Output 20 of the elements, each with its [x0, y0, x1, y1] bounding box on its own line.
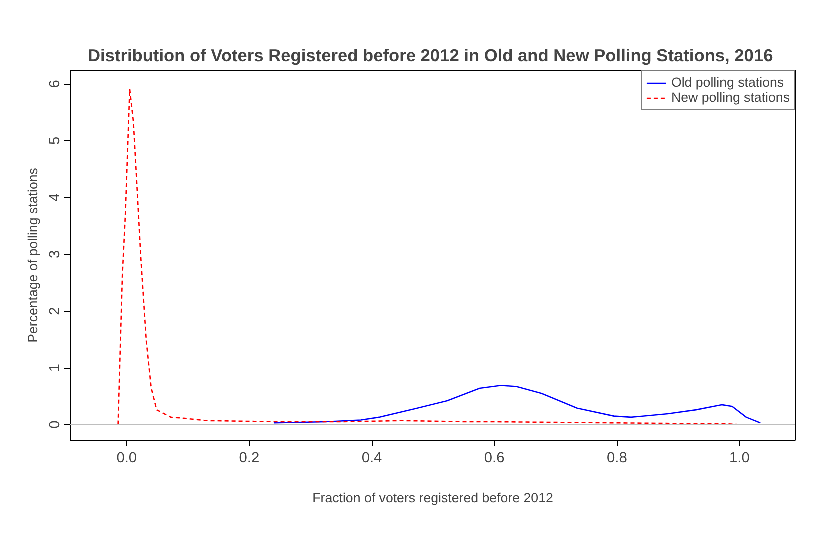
- y-tick-label: 3: [48, 250, 64, 259]
- y-tick-label: 4: [48, 194, 64, 202]
- x-tick-label: 0.0: [116, 450, 138, 466]
- x-axis-title: Fraction of voters registered before 2012: [312, 490, 554, 506]
- y-tick-label: 2: [48, 307, 64, 316]
- x-tick-label: 0.6: [484, 450, 505, 466]
- y-tick-label: 0: [48, 420, 64, 429]
- line-series: [118, 88, 740, 426]
- y-tick-label: 6: [48, 80, 64, 88]
- x-tick-label: 1.0: [730, 450, 750, 466]
- x-tick-label: 0.2: [239, 450, 260, 466]
- legend-label: Old polling stations: [671, 75, 784, 90]
- y-tick-label: 1: [48, 364, 64, 372]
- y-tick-label: 5: [48, 136, 64, 145]
- legend-label: New polling stations: [671, 90, 790, 105]
- line-series: [273, 384, 762, 424]
- y-axis-title: Percentage of polling stations: [26, 168, 40, 343]
- x-tick-label: 0.8: [606, 450, 628, 466]
- chart-title: Distribution of Voters Registered before 2012 in Old and New Polling Stations, 2016: [88, 46, 774, 66]
- x-tick-label: 0.4: [362, 450, 382, 466]
